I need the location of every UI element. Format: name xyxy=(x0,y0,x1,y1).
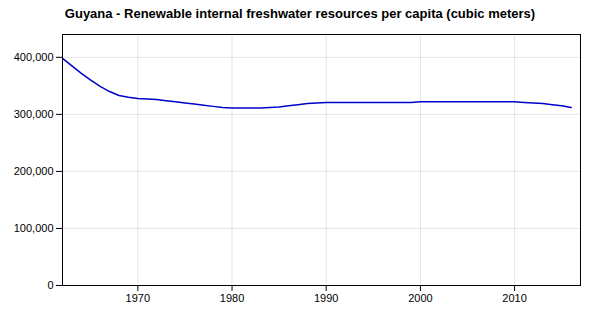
svg-text:2000: 2000 xyxy=(408,292,432,304)
svg-text:200,000: 200,000 xyxy=(14,165,54,177)
svg-text:400,000: 400,000 xyxy=(14,51,54,63)
svg-text:1970: 1970 xyxy=(126,292,150,304)
svg-text:0: 0 xyxy=(47,279,53,291)
svg-text:1990: 1990 xyxy=(314,292,338,304)
svg-text:2010: 2010 xyxy=(502,292,526,304)
svg-text:100,000: 100,000 xyxy=(14,222,54,234)
html-text:Guyana - Renewable internal fr: Guyana - Renewable internal freshwater r… xyxy=(64,6,536,21)
svg-text:1980: 1980 xyxy=(220,292,244,304)
svg-text:300,000: 300,000 xyxy=(14,108,54,120)
